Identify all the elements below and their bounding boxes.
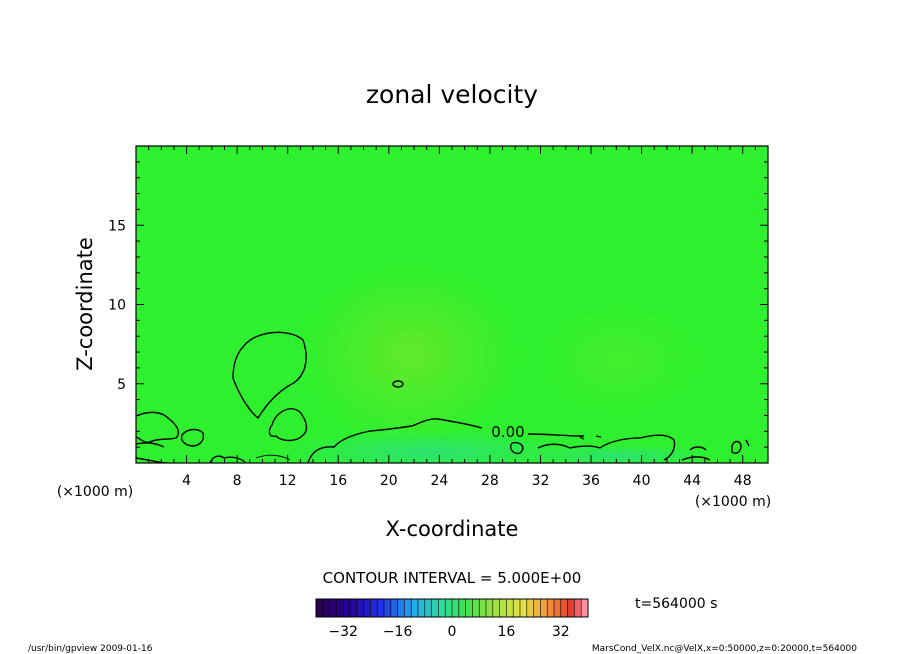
colorbar-cell [350,599,357,617]
colorbar-cell [397,599,405,617]
positive-velocity-region-east [540,305,700,415]
colorbar-tick-label: 16 [497,624,515,640]
footer-left: /usr/bin/gpview 2009-01-16 [28,644,153,654]
colorbar-cell [567,599,575,617]
colorbar-cell [513,599,520,617]
colorbar-cell [526,599,534,617]
colorbar-frame [315,598,589,618]
x-tick-label: 48 [734,473,752,489]
colorbar-cell [336,599,344,617]
positive-velocity-region [300,265,520,445]
colorbar-cell [479,599,486,617]
chart-title: zonal velocity [366,80,538,109]
x-tick-label: 40 [633,473,651,489]
x-tick-label: 36 [582,473,600,489]
colorbar-cell [533,599,541,617]
colorbar-cell [438,599,446,617]
colorbar-tick-label: −32 [328,624,358,640]
negative-velocity-region-east [530,444,710,463]
x-tick-label: 20 [380,473,398,489]
colorbar-tick-label: 32 [552,624,570,640]
y-axis-unit: (×1000 m) [57,484,133,500]
colorbar-tick-label: 0 [448,624,457,640]
colorbar-cell [370,599,378,617]
footer-right: MarsCond_VelX.nc@VelX,x=0:50000,z=0:2000… [592,644,857,654]
colorbar-cell [452,599,459,617]
colorbar-cell [574,599,582,617]
x-tick-label: 32 [532,473,550,489]
colorbar-tick-label: −16 [383,624,413,640]
colorbar-cell [329,599,337,617]
colorbar-cell [363,599,371,617]
colorbar-cell [424,599,432,617]
x-tick-label: 28 [481,473,499,489]
colorbar-cell [356,599,364,617]
colorbar-cell [520,599,527,617]
negative-velocity-region [280,430,580,463]
x-tick-label: 8 [233,473,242,489]
x-axis-ticks [135,146,769,463]
contour-label: 0.00 [491,423,524,441]
colorbar [315,599,588,617]
colorbar-cell [560,599,568,617]
colorbar-cell [499,599,507,617]
colorbar-cell [458,599,466,617]
colorbar-cell [390,599,398,617]
colorbar-cell [445,599,452,617]
x-tick-label: 4 [182,473,191,489]
colorbar-cell [411,599,418,617]
x-tick-label: 16 [329,473,347,489]
colorbar-cell [418,599,425,617]
colorbar-cell [343,599,350,617]
x-tick-label: 12 [279,473,297,489]
y-axis-title: Z-coordinate [73,237,97,371]
colorbar-cell [540,599,548,617]
colorbar-cell [492,599,500,617]
colorbar-cell [554,599,561,617]
colorbar-tick-labels: −32 −16 0 16 32 [328,624,569,640]
x-tick-label: 44 [683,473,701,489]
colorbar-cell [581,599,588,617]
colorbar-cell [465,599,473,617]
y-tick-label: 5 [117,377,126,393]
colorbar-cell [472,599,480,617]
colorbar-cell [316,599,323,617]
y-axis-ticks [136,145,768,464]
colorbar-cell [547,599,554,617]
colorbar-cell [486,599,493,617]
colorbar-cell [404,599,412,617]
colorbar-cell [506,599,514,617]
y-tick-label: 15 [108,218,126,234]
colorbar-cell [322,599,330,617]
plot-area: 0.00 [136,146,768,463]
colorbar-cell [384,599,391,617]
y-tick-label: 10 [108,298,126,314]
x-tick-label: 24 [430,473,448,489]
y-axis-tick-labels: 5 10 15 [108,218,126,393]
x-axis-unit: (×1000 m) [695,494,771,510]
colorbar-cell [377,599,384,617]
colorbar-cell [431,599,439,617]
x-axis-title: X-coordinate [386,517,519,541]
time-label: t=564000 s [635,596,717,612]
x-axis-tick-labels: 4 8 12 16 20 24 28 32 36 40 44 48 [182,473,752,489]
contour-interval-note: CONTOUR INTERVAL = 5.000E+00 [323,569,582,587]
